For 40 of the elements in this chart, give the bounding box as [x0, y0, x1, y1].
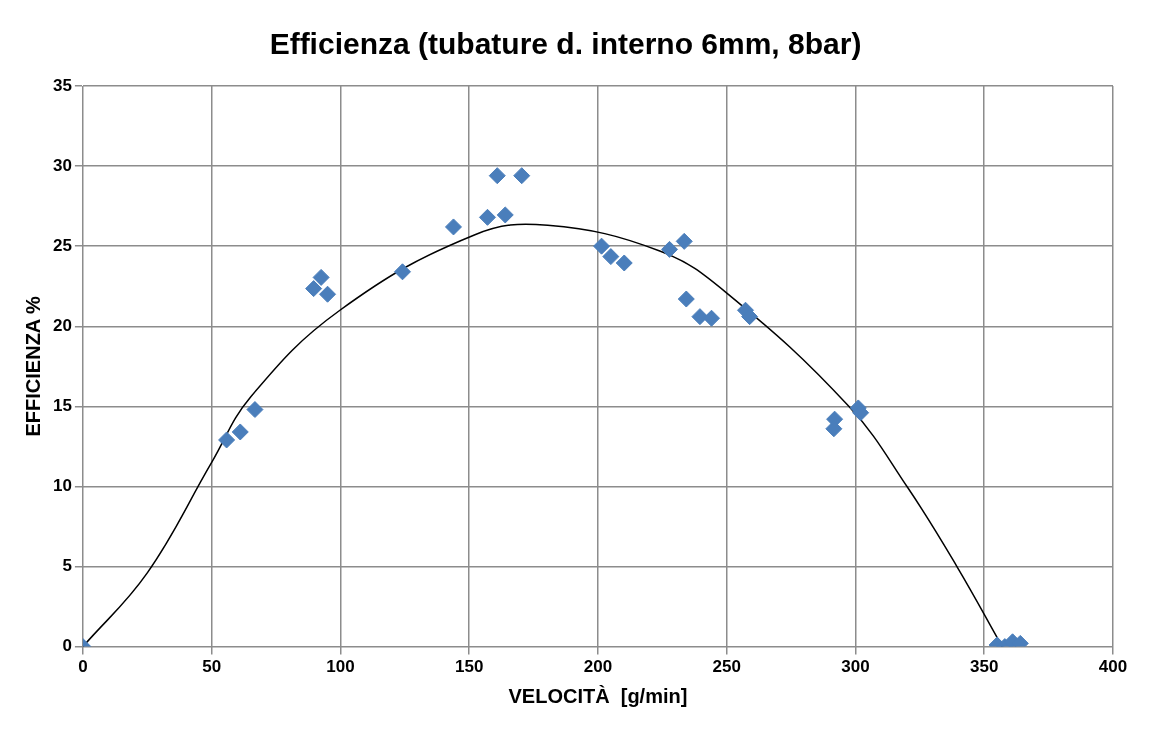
- x-tick-label: 100: [326, 657, 355, 677]
- point: [218, 431, 236, 449]
- y-axis-title: EFFICIENZA %: [21, 295, 44, 437]
- point: [593, 237, 611, 255]
- y-tick-label: 15: [52, 396, 72, 416]
- point: [703, 309, 721, 327]
- x-axis-title: VELOCITÀ [g/min]: [508, 684, 688, 707]
- point: [675, 232, 693, 250]
- y-tick-label: 25: [52, 235, 72, 255]
- x-tick-label: 50: [202, 657, 222, 677]
- point: [394, 263, 411, 281]
- x-tick-label: 350: [970, 657, 999, 677]
- point: [231, 423, 249, 441]
- y-tick-label: 0: [62, 636, 72, 656]
- y-tick-label: 5: [62, 556, 72, 576]
- x-tick-label: 300: [841, 657, 870, 677]
- point: [305, 280, 323, 298]
- point: [615, 254, 633, 272]
- point: [478, 208, 496, 226]
- point: [312, 268, 330, 286]
- y-tick-label: 30: [52, 155, 72, 175]
- point: [319, 285, 337, 303]
- x-tick-label: 400: [1098, 657, 1128, 677]
- point: [691, 308, 709, 326]
- x-tick-label: 200: [583, 657, 613, 677]
- point: [661, 240, 679, 258]
- y-tick-label: 20: [52, 315, 72, 335]
- point: [488, 167, 506, 185]
- point: [246, 401, 264, 419]
- x-tick-label: 250: [712, 657, 741, 677]
- point: [496, 206, 514, 224]
- point: [677, 290, 695, 308]
- point: [602, 248, 620, 266]
- y-tick-label: 35: [52, 75, 72, 95]
- point: [444, 218, 462, 236]
- x-tick-label: 0: [78, 657, 88, 677]
- chart-title: Efficienza (tubature d. interno 6mm, 8bar): [269, 27, 862, 61]
- point: [513, 167, 531, 185]
- x-tick-label: 150: [455, 657, 484, 677]
- y-tick-label: 10: [52, 476, 72, 496]
